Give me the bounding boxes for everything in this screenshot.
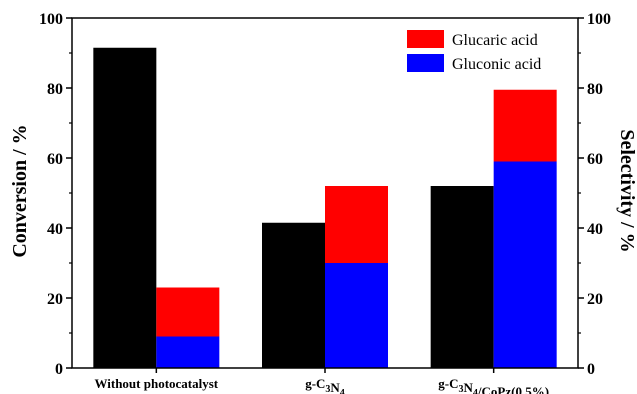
y-axis-right-title: Selectivity / % [616, 129, 637, 252]
left-tick-label: 40 [47, 221, 63, 238]
legend: Glucaric acid Gluconic acid [407, 30, 541, 73]
right-tick-label: 20 [587, 291, 603, 308]
right-tick-label: 0 [587, 361, 595, 378]
right-tick-label: 60 [587, 151, 603, 168]
bar-conversion-without-photocatalyst [93, 47, 157, 368]
left-tick-label: 60 [47, 151, 63, 168]
bar-gluconic-acid-g-c3n4-copz-0-5 [493, 161, 557, 368]
bars-layer [93, 47, 557, 368]
left-tick-label: 20 [47, 291, 63, 308]
right-tick-label: 80 [587, 81, 603, 98]
category-labels-layer: Without photocatalyst g-C3N4 g-C3N4/CoPz(0… [95, 376, 550, 394]
bar-conversion-g-c3n4 [262, 222, 325, 368]
legend-swatch-glucaric-acid [407, 30, 444, 48]
left-tick-label: 80 [47, 81, 63, 98]
bar-gluconic-acid-without-photocatalyst [156, 336, 220, 368]
bar-gluconic-acid-g-c3n4 [325, 263, 388, 368]
bar-glucaric-acid-g-c3n4-copz-0-5 [493, 89, 557, 162]
right-tick-label: 100 [587, 11, 611, 28]
left-tick-label: 100 [39, 11, 63, 28]
bar-glucaric-acid-without-photocatalyst [156, 287, 220, 337]
category-label-without-photocatalyst: Without photocatalyst [95, 376, 219, 391]
legend-swatch-gluconic-acid [407, 54, 444, 72]
left-tick-label: 0 [55, 361, 63, 378]
legend-label-gluconic-acid: Gluconic acid [452, 56, 541, 73]
category-label-g-c3n4: g-C3N4 [305, 376, 345, 394]
y-axis-left-title: Conversion / % [9, 124, 31, 257]
ticks-layer: 0 0 20 20 40 40 60 60 80 80 100 100 [39, 11, 611, 378]
bar-conversion-g-c3n4-copz-0-5 [430, 186, 494, 368]
category-label-g-c3n4-copz-0-5: g-C3N4/CoPz(0.5%) [438, 376, 549, 394]
right-tick-label: 40 [587, 221, 603, 238]
bar-glucaric-acid-g-c3n4 [325, 186, 388, 263]
legend-label-glucaric-acid: Glucaric acid [452, 32, 538, 49]
